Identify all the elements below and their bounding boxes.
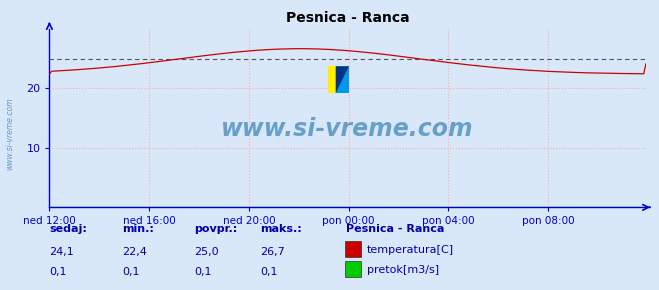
Text: 0,1: 0,1 [194, 267, 212, 278]
Text: 25,0: 25,0 [194, 247, 219, 257]
FancyBboxPatch shape [328, 66, 341, 93]
Text: 0,1: 0,1 [49, 267, 67, 278]
Text: 0,1: 0,1 [122, 267, 140, 278]
FancyBboxPatch shape [335, 66, 349, 93]
Text: 24,1: 24,1 [49, 247, 74, 257]
Text: www.si-vreme.com: www.si-vreme.com [5, 97, 14, 170]
Text: www.si-vreme.com: www.si-vreme.com [221, 117, 474, 141]
Text: pretok[m3/s]: pretok[m3/s] [367, 265, 439, 275]
Text: 22,4: 22,4 [122, 247, 147, 257]
Text: temperatura[C]: temperatura[C] [367, 245, 454, 255]
Text: 0,1: 0,1 [260, 267, 278, 278]
Text: povpr.:: povpr.: [194, 224, 238, 234]
Polygon shape [335, 66, 349, 93]
Text: min.:: min.: [122, 224, 154, 234]
Title: Pesnica - Ranca: Pesnica - Ranca [286, 11, 409, 25]
Text: sedaj:: sedaj: [49, 224, 87, 234]
Text: maks.:: maks.: [260, 224, 302, 234]
Text: Pesnica - Ranca: Pesnica - Ranca [346, 224, 444, 234]
Text: 26,7: 26,7 [260, 247, 285, 257]
